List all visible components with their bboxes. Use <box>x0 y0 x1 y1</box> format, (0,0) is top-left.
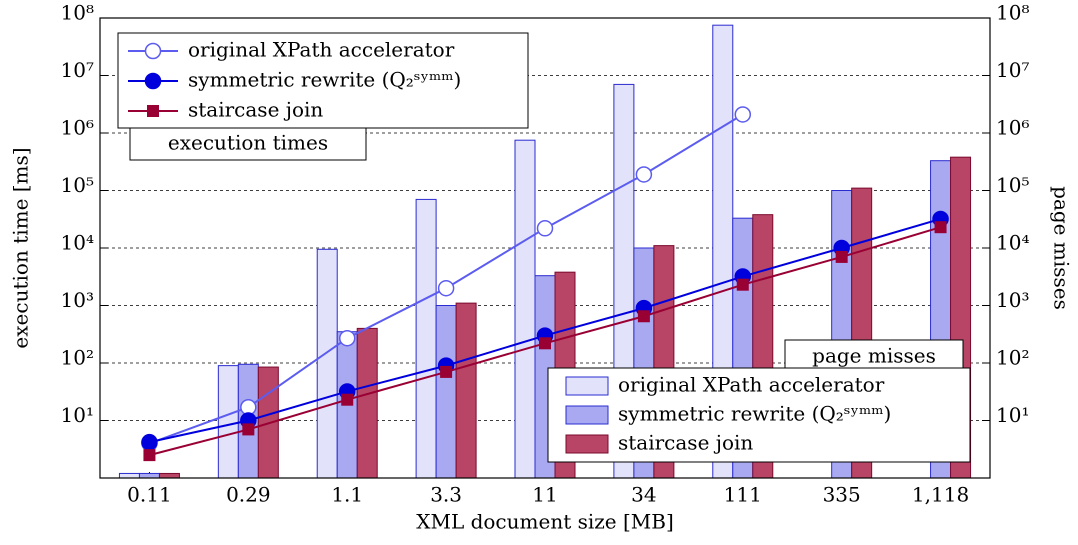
marker <box>934 221 947 234</box>
marker <box>536 220 554 237</box>
bar <box>158 472 180 479</box>
legend-title: execution times <box>168 131 328 155</box>
marker <box>734 106 752 123</box>
bar <box>138 472 160 479</box>
y2-tick-label: 10⁷ <box>996 58 1029 82</box>
legend-box <box>547 367 971 463</box>
bar <box>455 302 477 479</box>
marker <box>835 250 848 263</box>
y2-tick-label: 10⁶ <box>996 116 1029 140</box>
legend-marker <box>144 72 162 90</box>
x-tick-label: 34 <box>631 483 656 507</box>
legend-title: page misses <box>812 344 936 368</box>
marker <box>338 329 356 347</box>
legend-marker <box>147 105 159 117</box>
y-tick-label: 10⁸ <box>61 1 94 25</box>
bar <box>514 139 536 479</box>
x-tick-label: 0.29 <box>226 483 271 507</box>
y-tick-label: 10⁷ <box>61 58 94 82</box>
legend-marker <box>144 42 162 60</box>
y-tick-label: 10⁶ <box>61 116 94 140</box>
x-tick-label: 3.3 <box>430 483 462 507</box>
bar <box>118 472 140 479</box>
y-tick-label: 10² <box>61 346 94 370</box>
marker <box>539 337 551 350</box>
bar <box>316 248 338 479</box>
y-tick-label: 10⁵ <box>61 173 94 197</box>
marker <box>437 279 455 297</box>
x-tick-label: 0.11 <box>127 483 172 507</box>
marker <box>637 310 650 323</box>
plot-frame <box>99 17 991 479</box>
legend-label: symmetric rewrite (Q₂ˢʸᵐᵐ) <box>188 68 461 92</box>
legend-swatch <box>565 434 609 454</box>
y2-tick-label: 10¹ <box>996 403 1029 427</box>
legend-label: symmetric rewrite (Q₂ˢʸᵐᵐ) <box>618 402 891 426</box>
bar <box>356 327 378 479</box>
x-tick-label: 111 <box>724 483 762 507</box>
x-tick-label: 1.1 <box>331 483 363 507</box>
legend-title-box <box>129 124 367 161</box>
marker <box>736 278 749 291</box>
bar <box>217 365 239 479</box>
legend-box <box>117 32 529 129</box>
y2-axis-label: page misses <box>1050 186 1074 310</box>
legend-label: original XPath accelerator <box>618 373 885 397</box>
marker <box>341 393 354 406</box>
y2-tick-label: 10⁴ <box>996 231 1029 255</box>
x-tick-label: 11 <box>532 483 557 507</box>
legend-label: staircase join <box>618 431 753 455</box>
marker <box>440 365 453 378</box>
legend-label: staircase join <box>188 98 323 122</box>
y2-tick-label: 10² <box>996 346 1029 370</box>
x-tick-label: 335 <box>823 483 861 507</box>
legend-swatch <box>565 405 609 425</box>
x-tick-label: 1,118 <box>912 483 969 507</box>
y2-tick-label: 10⁸ <box>996 1 1029 25</box>
bar <box>415 198 437 479</box>
y2-tick-label: 10³ <box>996 288 1029 312</box>
marker <box>141 433 158 451</box>
y2-tick-label: 10⁵ <box>996 173 1029 197</box>
marker <box>143 449 156 462</box>
x-axis-label: XML document size [MB] <box>416 510 674 534</box>
y-axis-label: execution time [ms] <box>9 147 33 348</box>
y-tick-label: 10¹ <box>61 403 94 427</box>
bar <box>435 305 457 479</box>
legend-swatch <box>565 376 609 396</box>
marker <box>242 423 255 436</box>
legend-label: original XPath accelerator <box>188 38 455 62</box>
y-tick-label: 10⁴ <box>61 231 94 255</box>
y-tick-label: 10³ <box>61 288 94 312</box>
marker <box>635 166 653 183</box>
